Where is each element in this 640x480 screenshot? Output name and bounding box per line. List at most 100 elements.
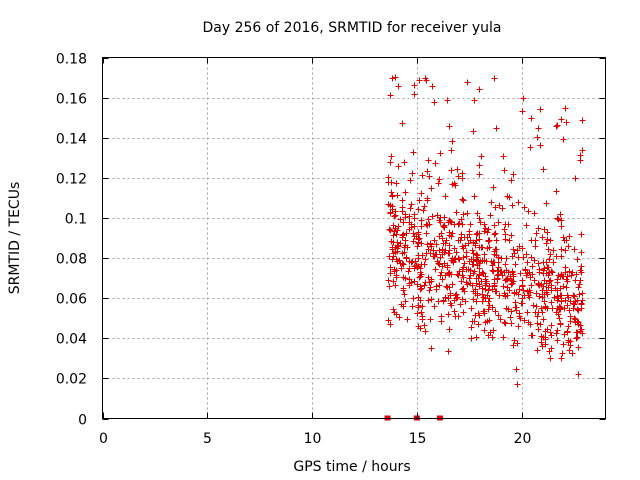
data-point [481,327,488,334]
data-point [579,117,586,124]
data-point [519,108,526,115]
data-point [579,290,586,297]
data-point [460,211,467,218]
data-point [512,261,519,268]
data-point [471,193,478,200]
data-point [555,311,562,318]
data-point [490,184,497,191]
data-point [476,215,483,222]
data-point [475,275,482,282]
data-point [414,310,421,317]
data-point [524,288,531,295]
data-point [436,176,443,183]
data-point [431,303,438,310]
data-point [423,77,430,84]
data-point [493,288,500,295]
y-tick-label: 0.08 [56,252,87,268]
data-point [531,210,538,217]
plot-frame [102,57,606,419]
data-point [470,250,477,257]
data-point [493,125,500,132]
data-point [501,319,508,326]
data-point [576,291,583,298]
data-point [473,231,480,238]
data-point [450,259,457,266]
data-point [533,303,540,310]
data-point [553,123,560,130]
data-point [475,321,482,328]
data-point [449,281,456,288]
data-point [387,321,394,328]
data-point [501,167,508,174]
data-point [566,347,573,354]
data-point [510,171,517,178]
data-point [388,189,395,196]
data-point [391,268,398,275]
data-point [436,247,443,254]
data-point [432,266,439,273]
data-point [464,79,471,86]
data-point [445,348,452,355]
data-point [493,246,500,253]
data-point [399,208,406,215]
data-point [572,175,579,182]
data-point [574,334,581,341]
data-point [387,92,394,99]
data-point [563,284,570,291]
data-point [539,234,546,241]
data-point [437,219,444,226]
data-point [416,197,423,204]
data-point [388,238,395,245]
data-point [387,270,394,277]
data-point [453,291,460,298]
x-tick-label: 15 [409,431,427,447]
data-point [390,306,397,313]
data-point [540,270,547,277]
data-point [495,219,502,226]
data-point [436,261,443,268]
data-point [396,257,403,264]
data-point [406,265,413,272]
data-point [571,293,578,300]
data-point [556,315,563,322]
data-point [389,75,396,82]
data-point [492,308,499,315]
data-point [477,219,484,226]
data-point [562,264,569,271]
data-point [468,335,475,342]
data-point [521,204,528,211]
data-point [411,91,418,98]
data-point [537,106,544,113]
data-point [471,268,478,275]
data-point [516,286,523,293]
data-point [402,237,409,244]
data-point [575,284,582,291]
data-point [536,269,543,276]
tick-labels: 0 0.02 0.04 0.06 0.08 0.1 0.12 0.14 0.16 0.18 0 5 10… [56,52,532,448]
data-point [410,295,417,302]
data-point [486,244,493,251]
data-point [578,231,585,238]
data-point [554,215,561,222]
data-point [416,235,423,242]
data-point [564,302,571,309]
data-point [451,245,458,252]
data-point [435,260,442,267]
data-point [548,299,555,306]
data-point [497,268,504,275]
data-point [579,147,586,154]
data-point [488,199,495,206]
data-point [386,226,393,233]
data-point [390,278,397,285]
data-point [460,245,467,252]
data-point [523,222,530,229]
data-point [520,95,527,102]
data-point [456,220,463,227]
data-point [400,303,407,310]
data-point [525,292,532,299]
data-point [476,162,483,169]
data-point [482,276,489,283]
data-point [559,350,566,357]
data-point [564,273,571,280]
